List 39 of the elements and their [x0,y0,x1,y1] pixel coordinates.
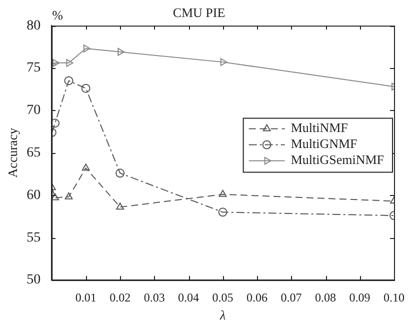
x-tick-label: 0.10 [384,290,404,304]
point [116,202,124,210]
x-tick-label: 0.05 [212,290,234,304]
point [52,58,60,67]
point [64,192,73,200]
y-tick-label: 55 [26,230,41,246]
point [220,58,228,66]
point [64,76,74,86]
x-tick-label: 0.03 [144,290,165,304]
point [66,58,74,67]
x-axis-title: λ [218,308,226,323]
y-tick-label: 75 [26,60,41,76]
y-tick-label: 80 [26,18,41,34]
y-axis-title: Accuracy [5,127,20,178]
legend-label: MultiGSemiNMF [290,152,384,168]
point [218,208,228,217]
point [82,164,90,171]
x-tick-label: 0.09 [349,290,370,304]
point [118,48,125,56]
chart-title: CMU PIE [172,5,226,20]
x-tick-label: 0.08 [315,290,336,304]
y-tick-label: 50 [26,272,41,288]
text: % [52,8,64,23]
x-tick-label: 0.02 [110,290,131,304]
point [81,84,90,93]
legend-label: MultiGNMF [290,136,358,152]
point [218,190,227,197]
x-tick-label: 0.04 [178,290,200,304]
x-tick-label: 0.01 [75,290,96,304]
y-tick-label: 60 [26,188,41,203]
point [52,118,60,128]
x-tick-label: 0.07 [280,290,302,304]
point [52,193,59,200]
y-tick-label: 70 [26,103,41,118]
point [83,44,90,52]
point [116,168,125,178]
y-tick-label: 65 [26,145,41,160]
x-tick-label: 0.06 [246,290,268,304]
legend-label: MultiNMF [290,120,348,136]
